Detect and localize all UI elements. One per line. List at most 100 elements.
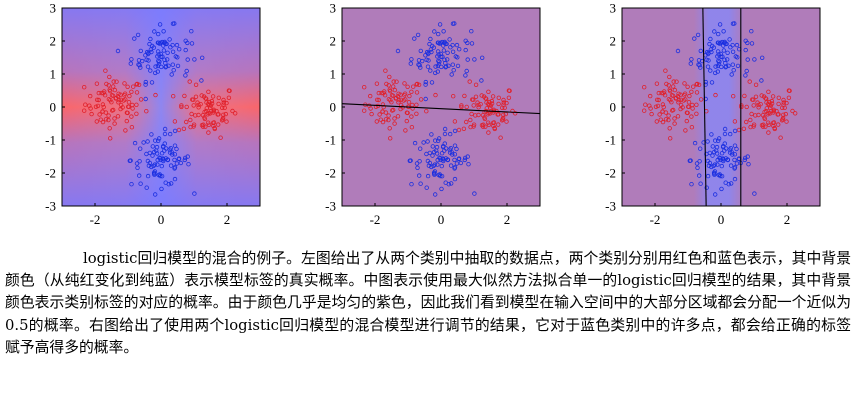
blue-point [174,161,180,166]
blue-point [155,49,161,54]
red-point [684,118,689,124]
blue-point [717,59,722,64]
blue-point [407,158,412,163]
red-point [459,104,464,110]
red-point [672,116,677,121]
blue-point [129,57,134,62]
red-point [95,103,101,109]
blue-point [141,140,146,145]
blue-point [417,159,422,164]
panel-right-points [642,21,798,197]
blue-point [182,157,187,163]
blue-point [722,148,727,153]
blue-point [440,156,446,161]
y-tick-label: 3 [610,1,617,16]
blue-point [728,145,733,151]
blue-point [714,148,719,153]
blue-point [199,55,205,60]
blue-point [171,67,176,73]
blue-point [170,49,176,54]
red-point [476,102,481,108]
red-point [680,105,685,110]
blue-point [452,152,458,157]
blue-point [722,57,727,62]
red-point [459,103,464,108]
red-point [87,93,93,99]
blue-point [167,37,172,42]
red-point [694,111,699,116]
blue-point [183,73,188,78]
blue-point [128,61,133,66]
blue-point [164,57,170,62]
red-point [216,101,221,107]
blue-point [178,160,184,166]
blue-point [733,54,738,59]
blue-point [719,186,724,192]
blue-point [465,57,470,62]
red-point [762,109,767,115]
blue-point [689,57,694,62]
red-point [190,97,195,102]
blue-point [715,40,721,45]
red-point [415,81,420,87]
red-point [485,112,490,117]
red-point [106,117,111,123]
red-point [464,119,469,125]
red-point [694,82,699,87]
red-point [671,84,676,89]
red-point [695,81,700,87]
red-point [215,122,221,127]
red-point [396,100,401,105]
red-point [666,113,671,118]
red-point [433,92,438,98]
red-point [383,117,389,122]
red-point [118,97,124,102]
red-point [209,98,215,104]
blue-point [437,172,442,177]
blue-point [425,158,431,164]
red-point [781,97,786,103]
blue-point [145,158,151,164]
red-point [188,124,193,130]
blue-point [162,57,167,62]
blue-point [719,163,724,169]
y-tick-label: -1 [325,133,336,148]
red-point [402,91,408,96]
blue-point [707,150,713,156]
red-point [391,107,396,113]
red-point [642,108,647,113]
x-tick-label: 0 [438,212,445,227]
blue-point [717,172,722,177]
red-point [394,79,399,84]
red-point [687,93,692,99]
blue-point [734,42,740,48]
blue-point [692,36,697,41]
red-point [484,96,489,101]
red-point [793,111,798,116]
blue-point [152,138,158,143]
blue-point [185,40,190,46]
red-point [661,104,666,110]
blue-point [152,172,157,177]
blue-point [433,70,438,76]
red-point [756,105,761,110]
blue-point [448,163,454,168]
figure: -2 0 2 3 2 1 0 -1 -2 -3 -2 0 2 3 2 1 0 -1 -2 -3 -2 0 2 3 2 1 0 -1… [45,1,821,227]
blue-point [729,150,735,155]
blue-point [144,57,149,62]
blue-point [734,146,739,152]
blue-point [429,164,434,170]
red-point [134,81,140,87]
red-point [747,79,752,84]
y-tick-label: 2 [610,34,617,49]
red-point [97,112,102,117]
blue-point [698,48,703,54]
x-tick-label: -2 [370,212,381,227]
red-point [218,135,223,140]
red-point [398,97,404,102]
red-point [216,95,221,100]
blue-point [152,29,157,34]
red-point [486,122,492,127]
blue-point [732,21,737,26]
red-point [748,124,753,130]
